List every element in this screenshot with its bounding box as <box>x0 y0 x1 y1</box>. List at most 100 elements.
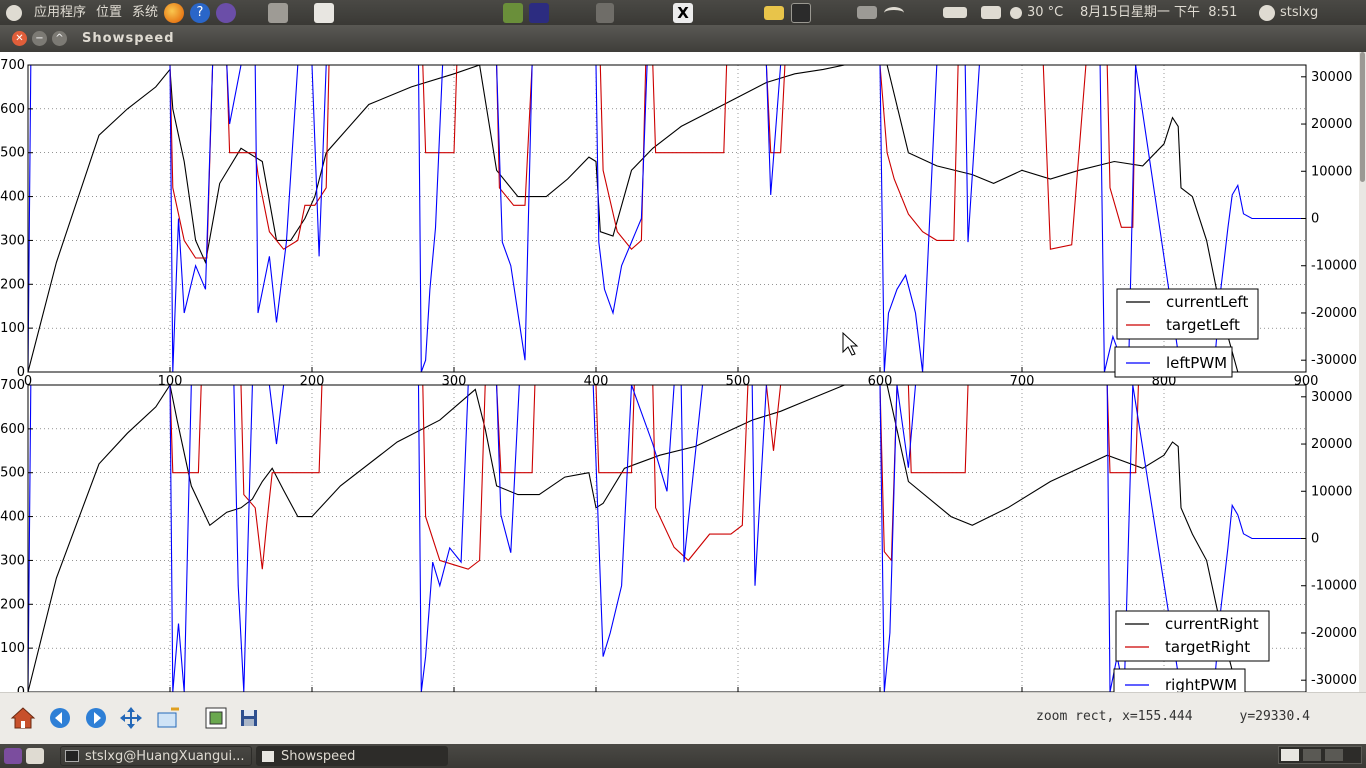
gimp-icon[interactable] <box>529 3 549 23</box>
maximize-window-button[interactable]: ^ <box>52 31 67 46</box>
x-tick-label: 200 <box>300 374 325 389</box>
legend-secondary: rightPWM <box>1113 668 1246 692</box>
axes-frame <box>27 64 1307 373</box>
menu-applications[interactable]: 应用程序 <box>34 5 87 20</box>
series-line-targetLeft <box>169 65 1137 259</box>
window-titlebar[interactable]: ✕ − ^ Showspeed <box>0 25 1366 52</box>
y2-tick-label: 30000 <box>1311 390 1352 405</box>
x-terminal-icon[interactable]: X <box>673 3 693 23</box>
legend-secondary: leftPWM <box>1114 346 1233 378</box>
workspace-arrow-icon[interactable] <box>26 748 44 764</box>
y2-tick-label: -30000 <box>1311 353 1357 368</box>
y-tick-label: 200 <box>0 277 25 292</box>
legend-label: targetRight <box>1165 638 1250 656</box>
y-tick-label: 300 <box>0 553 25 568</box>
user-status-icon[interactable] <box>1259 5 1275 21</box>
folder-icon[interactable] <box>764 6 784 20</box>
ubuntu-logo-icon[interactable] <box>6 5 22 21</box>
calculator-icon[interactable] <box>268 3 288 23</box>
y-tick-label: 700 <box>0 58 25 73</box>
navigation-toolbar: zoom rect, x=155.444 y=29330.4 <box>0 692 1366 744</box>
mail-icon[interactable] <box>981 6 1001 19</box>
help-icon[interactable]: ? <box>190 3 210 23</box>
legend-label: targetLeft <box>1166 316 1240 334</box>
plot-figure[interactable]: 0 100 200 300 400 500 600 700 -30000 -20000 -10000… <box>0 52 1359 692</box>
speaker-icon[interactable] <box>596 3 614 23</box>
y-tick-label: 600 <box>0 422 25 437</box>
menu-places[interactable]: 位置 <box>96 5 123 20</box>
back-icon[interactable] <box>47 705 73 731</box>
mouse-cursor-icon <box>842 331 859 356</box>
y2-tick-label: 20000 <box>1311 437 1352 452</box>
top-panel: 应用程序 位置 系统 ? X 30 °C 8月15日星期一 下午 8:51 st… <box>0 0 1366 25</box>
y-tick-label: 200 <box>0 597 25 612</box>
battery-icon[interactable] <box>943 7 967 18</box>
y2-tick-label: 20000 <box>1311 117 1352 132</box>
y-tick-label: 600 <box>0 102 25 117</box>
weather-temperature[interactable]: 30 °C <box>1027 5 1064 20</box>
series-line-currentRight <box>28 385 1239 692</box>
y2-tick-label: 0 <box>1311 212 1319 227</box>
legend-box <box>1115 610 1270 662</box>
terminal-small-icon <box>65 750 79 762</box>
series-line-leftPWM <box>28 65 1306 372</box>
figure-canvas[interactable]: 0 100 200 300 400 500 600 700 -30000 -20000 -10000… <box>0 52 1366 692</box>
pan-icon[interactable] <box>118 705 144 731</box>
workspace-2[interactable] <box>1303 749 1321 761</box>
y2-tick-label: 10000 <box>1311 164 1352 179</box>
y2-tick-label: -30000 <box>1311 673 1357 688</box>
text-editor-icon[interactable] <box>314 3 334 23</box>
y-tick-label: 0 <box>17 685 25 692</box>
legend-box <box>1113 668 1246 692</box>
keyboard-icon[interactable] <box>857 6 877 19</box>
window-small-icon <box>262 751 274 762</box>
legend-box <box>1114 346 1233 378</box>
subplots-config-icon[interactable] <box>203 705 229 731</box>
terminal-icon[interactable] <box>791 3 811 23</box>
moon-icon <box>1010 7 1022 19</box>
y2-tick-label: -10000 <box>1311 259 1357 274</box>
legend-primary: currentLeft targetLeft <box>1116 288 1259 340</box>
workspace-1[interactable] <box>1281 749 1299 761</box>
forward-icon[interactable] <box>83 705 109 731</box>
y-tick-label: 700 <box>0 378 25 393</box>
legend-box <box>1116 288 1259 340</box>
y-tick-label: 100 <box>0 641 25 656</box>
workspace-3[interactable] <box>1325 749 1343 761</box>
axes-frame <box>27 384 1307 692</box>
y2-tick-label: 0 <box>1311 532 1319 547</box>
zoom-rect-icon[interactable] <box>155 705 181 731</box>
taskbar-item-label: stslxg@HuangXuangui... <box>85 749 245 764</box>
close-window-button[interactable]: ✕ <box>12 31 27 46</box>
clock[interactable]: 8月15日星期一 下午 8:51 <box>1080 5 1238 20</box>
menu-system[interactable]: 系统 <box>132 5 159 20</box>
status-message: zoom rect, x=155.444 y=29330.4 <box>1036 709 1310 724</box>
vertical-scrollbar[interactable] <box>1359 52 1366 692</box>
show-desktop-icon[interactable] <box>4 748 22 764</box>
subplot-1: 0 100 200 300 400 500 600 700 -30000 -20000 -10000… <box>0 58 1357 389</box>
minimize-window-button[interactable]: − <box>32 31 47 46</box>
emacs-icon[interactable] <box>216 3 236 23</box>
y-tick-label: 400 <box>0 190 25 205</box>
series-line-rightPWM <box>28 385 1306 692</box>
home-icon[interactable] <box>10 705 36 731</box>
window-title: Showspeed <box>82 31 175 46</box>
bottom-panel: stslxg@HuangXuangui... Showspeed <box>0 744 1366 768</box>
firefox-icon[interactable] <box>164 3 184 23</box>
book-icon[interactable] <box>503 3 523 23</box>
y-tick-label: 100 <box>0 321 25 336</box>
taskbar-item-terminal[interactable]: stslxg@HuangXuangui... <box>60 746 252 766</box>
taskbar-item-showspeed[interactable]: Showspeed <box>256 746 448 766</box>
legend-primary: currentRight targetRight <box>1115 610 1270 662</box>
y-tick-label: 400 <box>0 510 25 525</box>
save-icon[interactable] <box>236 705 262 731</box>
y2-tick-label: -20000 <box>1311 306 1357 321</box>
wifi-icon[interactable] <box>884 7 904 19</box>
legend-label: rightPWM <box>1165 676 1237 692</box>
y2-tick-label: 10000 <box>1311 484 1352 499</box>
scrollbar-thumb[interactable] <box>1360 52 1365 182</box>
username[interactable]: stslxg <box>1280 5 1319 20</box>
workspace-switcher[interactable] <box>1278 746 1362 764</box>
subplot-2: 0 100 200 300 400 500 600 700 -30000 -20000 -10000… <box>0 378 1357 692</box>
y2-tick-label: -10000 <box>1311 579 1357 594</box>
